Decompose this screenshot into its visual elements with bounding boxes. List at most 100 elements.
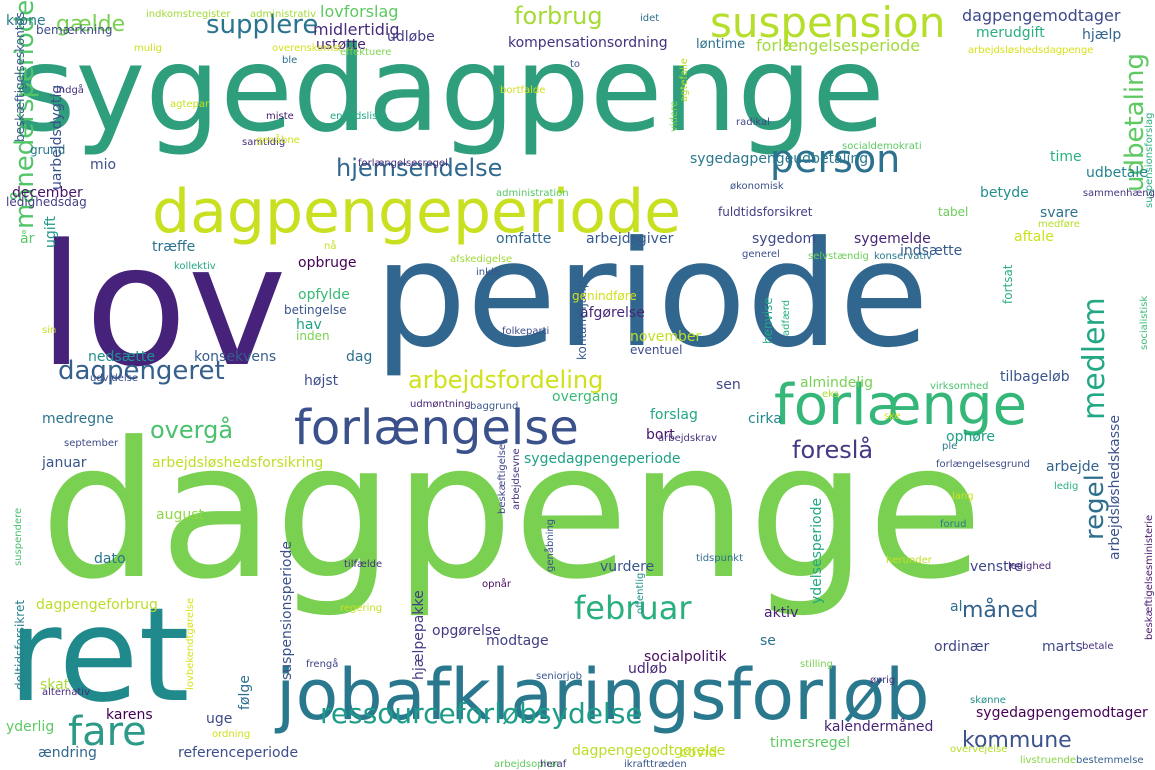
cloud-word-skat: skat xyxy=(40,677,70,693)
cloud-word-opgørelse: opgørelse xyxy=(432,623,501,639)
cloud-word-kommune: kommune xyxy=(962,728,1072,753)
cloud-word-socialdemokrati: socialdemokrati xyxy=(842,141,922,152)
cloud-word-dagpengegodtgørelse: dagpengegodtgørelse xyxy=(572,743,726,759)
cloud-word-krone: krone xyxy=(6,13,46,29)
cloud-word-sygemelde: sygemelde xyxy=(854,231,931,247)
cloud-word-generel: generel xyxy=(742,249,780,260)
cloud-word-arbejdsevne: arbejdsevne xyxy=(511,448,522,510)
cloud-word-forslag: forslag xyxy=(650,407,698,423)
cloud-word-suspendere: suspendere xyxy=(13,507,24,566)
cloud-word-marts: marts xyxy=(1042,639,1083,655)
cloud-word-videre: videre xyxy=(669,100,680,132)
cloud-word-forbrug: forbrug xyxy=(514,2,603,30)
cloud-word-indgå: indgå xyxy=(56,85,84,96)
cloud-word-lov: lov xyxy=(38,208,287,404)
cloud-word-følge: følge xyxy=(237,675,253,710)
cloud-word-miste: miste xyxy=(266,111,294,122)
cloud-word-indsætte: indsætte xyxy=(900,243,963,259)
cloud-word-betyde: betyde xyxy=(980,185,1029,201)
cloud-word-tidspunkt: tidspunkt xyxy=(696,553,743,564)
cloud-word-kompensationsordning: kompensationsordning xyxy=(508,35,668,51)
cloud-word-sygedagpengeudbetaling: sygedagpengeudbetaling xyxy=(690,151,869,167)
cloud-word-forlænge: forlænge xyxy=(774,373,1028,438)
cloud-word-sygedagpenge: sygedagpenge xyxy=(14,20,885,158)
cloud-word-timersregel: timersregel xyxy=(770,735,851,751)
cloud-word-hjemsendelse: hjemsendelse xyxy=(336,154,503,182)
cloud-word-folkeparti: folkeparti xyxy=(502,326,550,337)
cloud-word-agtefalle: agtefalle xyxy=(679,58,690,102)
cloud-word-arbejdsfordeling: arbejdsfordeling xyxy=(408,366,604,394)
cloud-word-almindelig: almindelig xyxy=(800,375,874,391)
cloud-word-alternativ: alternativ xyxy=(42,687,90,698)
cloud-word-socialpolitik: socialpolitik xyxy=(644,649,727,665)
cloud-word-medlem: medlem xyxy=(1077,297,1112,420)
cloud-word-vurdere: vurdere xyxy=(600,559,655,575)
cloud-word-skønne: skønne xyxy=(970,695,1006,706)
cloud-word-medregne: medregne xyxy=(42,411,114,427)
cloud-word-januar: januar xyxy=(42,455,87,471)
cloud-word-tabel: tabel xyxy=(938,205,969,219)
cloud-word-mio: mio xyxy=(90,157,117,173)
cloud-word-august: august xyxy=(156,507,204,523)
cloud-word-ændring: ændring xyxy=(38,745,97,761)
cloud-word-arbejdskrav: arbejdskrav xyxy=(658,433,718,444)
cloud-word-periode: periode xyxy=(374,210,929,380)
cloud-word-udløb: udløb xyxy=(628,661,668,677)
cloud-word-idet: idet xyxy=(640,13,660,24)
cloud-word-opfylde: opfylde xyxy=(298,287,350,303)
cloud-word-indkomstregister: indkomstregister xyxy=(146,9,231,20)
cloud-word-radikal: radikal xyxy=(736,117,770,128)
cloud-word-lovforslag: lovforslag xyxy=(320,2,399,21)
cloud-word-udløbe: udløbe xyxy=(387,29,435,45)
cloud-word-opbruge: opbruge xyxy=(298,255,357,271)
cloud-word-forud: forud xyxy=(940,519,967,530)
cloud-word-kalendermåned: kalendermåned xyxy=(824,719,934,735)
cloud-word-bort: bort xyxy=(646,427,675,443)
cloud-word-fare: fare xyxy=(68,709,147,755)
cloud-word-suspension: suspension xyxy=(710,0,946,47)
cloud-word-måned: måned xyxy=(962,598,1039,623)
cloud-word-forlængelse: forlængelse xyxy=(294,400,579,456)
cloud-word-cirka: cirka xyxy=(748,411,782,427)
cloud-word-al: al xyxy=(950,599,963,615)
cloud-word-virksomhed: virksomhed xyxy=(930,381,989,392)
cloud-word-eks: eks xyxy=(822,389,840,400)
cloud-word-ledig: ledig xyxy=(1054,481,1079,492)
cloud-word-suspensionsperiode: suspensionsperiode xyxy=(279,541,295,680)
cloud-word-venstre: venstre xyxy=(970,559,1023,575)
cloud-word-november: november xyxy=(630,329,702,345)
cloud-word-arbejdsløshedsdagpenge: arbejdsløshedsdagpenge xyxy=(968,45,1094,56)
cloud-word-overgang: overgang xyxy=(552,389,619,405)
cloud-word-aktiv: aktiv xyxy=(764,605,799,621)
cloud-word-merudgift: merudgift xyxy=(976,25,1045,41)
cloud-word-covid: covid xyxy=(680,745,718,761)
cloud-word-livstruende: livstruende xyxy=(1020,755,1077,766)
cloud-word-februar: februar xyxy=(574,589,692,627)
cloud-word-arbejdsgiver: arbejdsgiver xyxy=(586,231,674,247)
cloud-word-person: person xyxy=(770,137,901,181)
cloud-word-ledighedsdag: ledighedsdag xyxy=(6,195,87,209)
cloud-word-tilfælde: tilfælde xyxy=(344,559,383,570)
cloud-word-deltidsforsikret: deltidsforsikret xyxy=(13,599,27,690)
cloud-word-administrativ: administrativ xyxy=(250,9,317,20)
cloud-word-midlertidig: midlertidig xyxy=(313,20,400,39)
cloud-word-dagpengeperiode: dagpengeperiode xyxy=(152,177,682,247)
cloud-word-yderlig: yderlig xyxy=(6,719,55,735)
cloud-word-ustøtte: ustøtte xyxy=(316,37,366,53)
cloud-word-hjælp: hjælp xyxy=(1082,27,1122,43)
cloud-word-supplere: supplere xyxy=(206,10,319,40)
cloud-word-seniorjob: seniorjob xyxy=(536,671,582,682)
cloud-word-enhedsliste: enhedsliste xyxy=(330,111,388,122)
cloud-word-herunder: herunder xyxy=(886,555,932,566)
cloud-word-regel: regel xyxy=(1080,474,1110,540)
cloud-word-lovbekendtgørelse: lovbekendtgørelse xyxy=(185,597,196,690)
cloud-word-løntime: løntime xyxy=(696,37,746,52)
cloud-word-administration: administration xyxy=(496,188,569,199)
cloud-word-gælde: gælde xyxy=(56,12,126,37)
cloud-word-ressourceforløbsydelse: ressourceforløbsydelse xyxy=(320,697,643,730)
cloud-word-træffe: træffe xyxy=(152,239,196,255)
cloud-word-baggrund: baggrund xyxy=(470,401,519,412)
cloud-word-uge: uge xyxy=(206,711,233,727)
cloud-word-ske: ske xyxy=(884,411,901,422)
cloud-word-tilbageløb: tilbageløb xyxy=(1000,369,1070,385)
